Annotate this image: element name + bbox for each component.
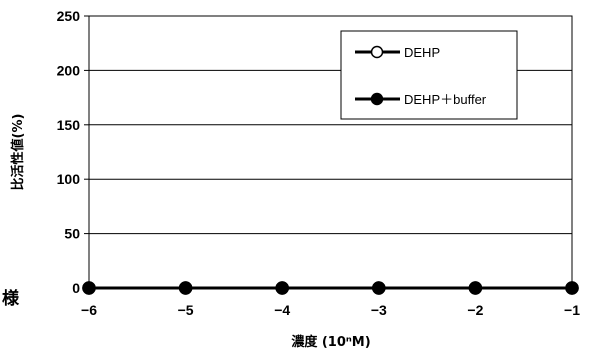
y-tick-label: 50 (64, 226, 80, 242)
y-tick-label: 100 (57, 171, 81, 187)
edge-character: 様 (2, 288, 20, 309)
legend-marker (370, 45, 384, 59)
y-tick-label: 150 (57, 117, 81, 133)
legend-items: DEHP DEHP＋buffer (355, 45, 487, 107)
y-tick-label: 200 (57, 62, 81, 78)
y-tick-label: 250 (57, 8, 81, 24)
data-point (468, 281, 483, 295)
legend-marker (370, 92, 384, 106)
legend-label: DEHP＋buffer (404, 92, 487, 107)
legend: DEHP DEHP＋buffer (340, 30, 518, 120)
y-axis-ticks: 0 50 100 150 200 250 (57, 8, 89, 296)
x-tick-label: −1 (564, 302, 580, 318)
gridlines (89, 69, 572, 235)
x-tick-label: −4 (274, 302, 290, 318)
x-tick-label: −5 (178, 302, 194, 318)
y-tick-label: 0 (72, 280, 80, 296)
legend-label: DEHP (404, 45, 440, 60)
series-layer (82, 281, 579, 295)
x-tick-label: −2 (467, 302, 483, 318)
data-point (565, 281, 579, 295)
data-point (82, 281, 96, 295)
data-point (372, 281, 386, 295)
x-axis-ticks: −6 −5 −4 −3 −2 −1 (81, 288, 580, 318)
y-axis-title: 比活性値(%) (10, 114, 26, 191)
legend-box (340, 30, 518, 120)
x-axis-title: 濃度 (10ⁿM) (291, 334, 370, 350)
x-tick-label: −6 (81, 302, 97, 318)
x-tick-label: −3 (371, 302, 387, 318)
data-point (275, 281, 289, 295)
data-point (178, 281, 193, 295)
